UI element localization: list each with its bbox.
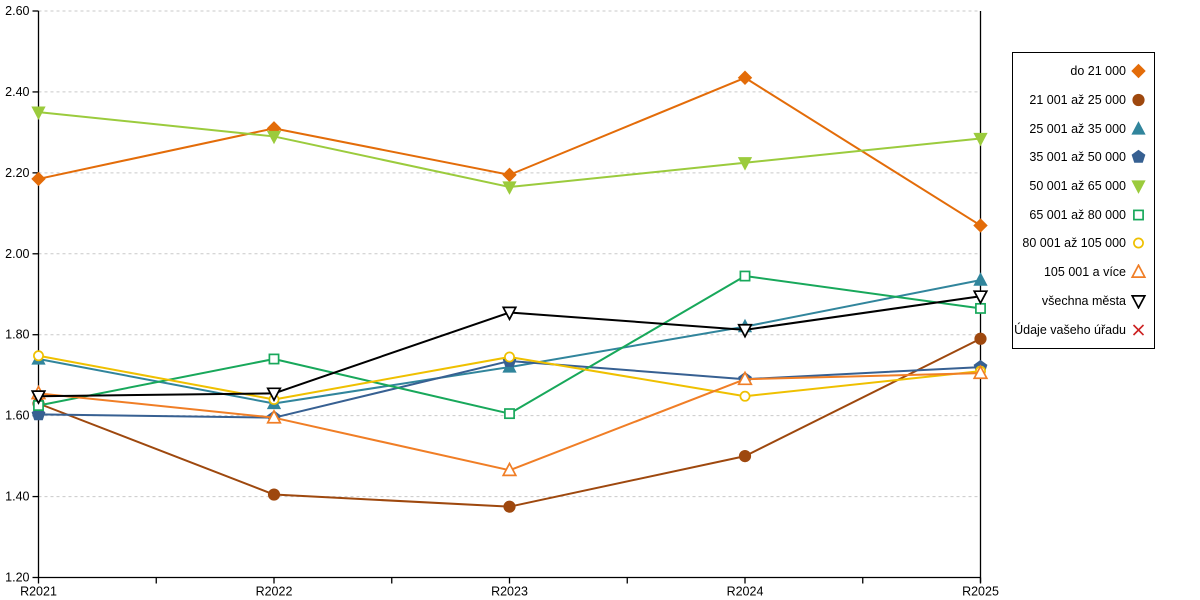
series-1-circle-marker-icon [267, 488, 281, 501]
series-7-triangle-up-marker-icon [737, 370, 753, 386]
triangle-up-icon [1130, 264, 1147, 279]
series-8-triangle-down-marker-icon [737, 323, 753, 339]
series-4-triangle-down-marker-icon [31, 106, 46, 121]
series-line-7 [38, 372, 981, 472]
legend-item-0: do 21 000 [1013, 58, 1154, 84]
series-1-circle-marker-icon [738, 450, 752, 463]
legend-item-7: 105 001 a více [1013, 259, 1154, 285]
series-7-triangle-up-marker-icon [266, 409, 282, 424]
pentagon-icon [1131, 150, 1146, 164]
x-icon [1132, 323, 1145, 336]
legend-item-5: 65 001 až 80 000 [1013, 202, 1154, 228]
legend-0-diamond-marker-icon [1131, 64, 1146, 79]
square-icon [1133, 209, 1144, 221]
series-4-triangle-down-marker-icon [973, 132, 988, 147]
legend-item-2: 25 001 až 35 000 [1013, 116, 1154, 142]
legend-label: 21 001 až 25 000 [1029, 93, 1126, 108]
y-tick-label: 1.20 [5, 571, 29, 585]
series-0-diamond-marker-icon [31, 171, 46, 187]
series-5-square-marker-icon [739, 270, 751, 282]
circle-icon [1132, 93, 1145, 107]
series-5-square-marker-icon [975, 302, 986, 314]
triangle-down-icon [1130, 294, 1147, 309]
legend-1-circle-marker-icon [1132, 93, 1145, 107]
y-tick-label: 2.20 [5, 166, 29, 180]
y-tick-label: 2.40 [5, 85, 29, 99]
legend-label: 80 001 až 105 000 [1022, 236, 1126, 251]
series-0-diamond-marker-icon [973, 218, 988, 233]
legend-label: 65 001 až 80 000 [1029, 207, 1126, 222]
legend-2-triangle-up-marker-icon [1131, 120, 1146, 135]
series-line-2 [38, 279, 981, 405]
legend-5-square-marker-icon [1133, 209, 1144, 221]
series-6-circle-marker-icon [504, 351, 515, 363]
series-line-0 [38, 76, 982, 227]
legend-7-triangle-up-marker-icon [1130, 264, 1147, 279]
legend-item-8: všechna města [1013, 288, 1154, 314]
series-4-triangle-down-marker-icon [266, 130, 282, 145]
series-5-square-marker-icon [504, 408, 515, 420]
series-8-triangle-down-marker-icon [266, 387, 282, 403]
legend-item-9: Údaje vašeho úřadu [1013, 317, 1154, 343]
x-tick-label: R2024 [727, 585, 764, 599]
y-tick-label: 1.60 [5, 409, 29, 423]
series-8-triangle-down-marker-icon [30, 390, 47, 405]
y-tick-label: 1.40 [5, 490, 29, 504]
x-tick-label: R2022 [256, 585, 293, 599]
series-4-triangle-down-marker-icon [502, 181, 517, 195]
series-5-square-marker-icon [268, 353, 280, 365]
y-tick-label: 2.60 [5, 4, 29, 18]
x-tick-label: R2025 [962, 585, 999, 599]
legend-8-triangle-down-marker-icon [1130, 294, 1147, 309]
series-6-circle-marker-icon [739, 390, 751, 402]
triangle-up-icon [1131, 120, 1146, 135]
legend: do 21 000 21 001 až 25 000 25 001 až 35 00… [1012, 52, 1155, 349]
legend-label: 50 001 až 65 000 [1029, 179, 1126, 194]
legend-6-circle-marker-icon [1133, 238, 1144, 249]
legend-label: 25 001 až 35 000 [1029, 121, 1126, 136]
series-7-triangle-up-marker-icon [972, 364, 989, 380]
legend-label: do 21 000 [1070, 64, 1126, 79]
series-7-triangle-up-marker-icon [501, 461, 518, 477]
legend-label: Údaje vašeho úřadu [1014, 322, 1126, 337]
series-6-circle-marker-icon [33, 350, 44, 362]
legend-label: 105 001 a více [1043, 265, 1126, 280]
legend-item-6: 80 001 až 105 000 [1013, 230, 1154, 256]
series-0-diamond-marker-icon [502, 167, 517, 183]
legend-3-pentagon-marker-icon [1131, 150, 1146, 164]
legend-9-x-marker-icon [1132, 323, 1145, 336]
legend-item-3: 35 001 až 50 000 [1013, 144, 1154, 170]
triangle-down-icon [1131, 180, 1146, 194]
series-line-5 [38, 275, 981, 415]
series-1-circle-marker-icon [974, 332, 987, 345]
series-8-triangle-down-marker-icon [501, 306, 518, 322]
legend-item-1: 21 001 až 25 000 [1013, 87, 1154, 113]
diamond-icon [1131, 64, 1146, 79]
legend-label: všechna města [1041, 293, 1126, 308]
x-tick-label: R2021 [20, 585, 57, 599]
series-8-triangle-down-marker-icon [972, 290, 989, 305]
legend-label: 35 001 až 50 000 [1029, 150, 1126, 165]
circle-icon [1133, 238, 1144, 249]
series-0-diamond-marker-icon [737, 70, 753, 85]
series-4-triangle-down-marker-icon [737, 157, 753, 171]
series-1-circle-marker-icon [503, 500, 516, 513]
series-2-triangle-up-marker-icon [973, 272, 988, 286]
y-tick-label: 2.00 [5, 247, 29, 261]
x-tick-label: R2023 [491, 585, 528, 599]
legend-item-4: 50 001 až 65 000 [1013, 173, 1154, 199]
y-tick-label: 1.80 [5, 328, 29, 342]
legend-4-triangle-down-marker-icon [1131, 180, 1146, 194]
